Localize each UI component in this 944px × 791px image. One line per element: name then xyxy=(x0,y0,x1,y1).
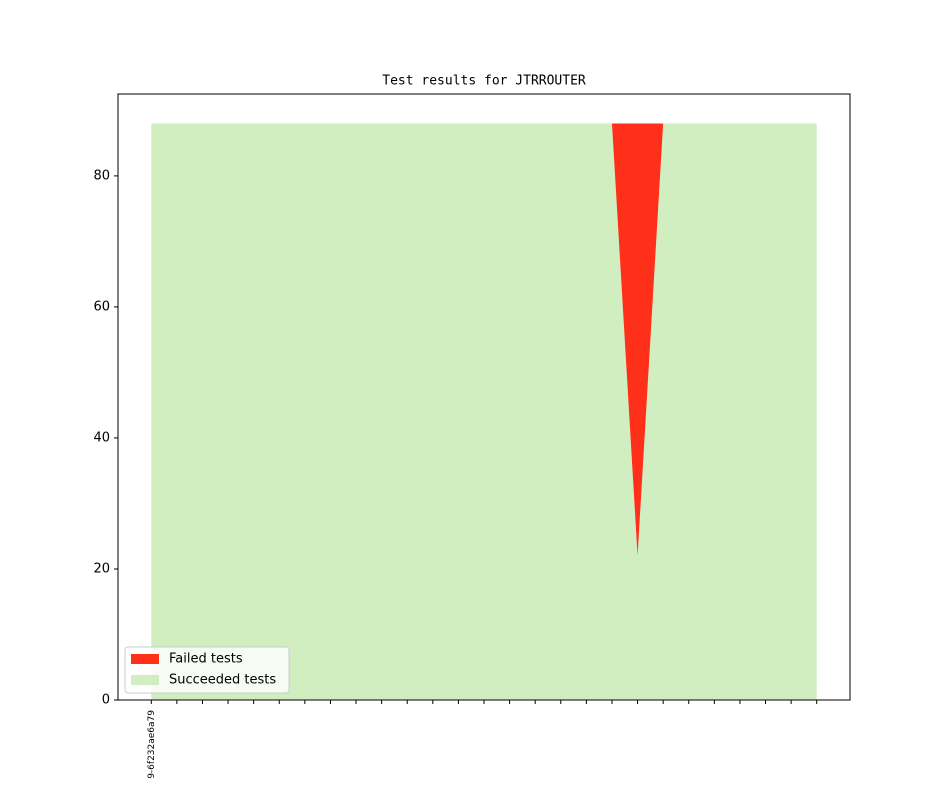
chart-title: Test results for JTRROUTER xyxy=(382,74,586,89)
legend-swatch xyxy=(131,675,159,685)
y-tick-label: 20 xyxy=(93,561,110,576)
legend-frame xyxy=(124,646,290,694)
area xyxy=(151,123,817,556)
legend-label: Failed tests xyxy=(169,652,243,667)
y-tick-label: 60 xyxy=(93,299,110,314)
legend: Failed tests Succeeded tests xyxy=(124,646,290,694)
legend-label: Succeeded tests xyxy=(169,673,276,688)
y-tick-label: 0 xyxy=(102,693,110,708)
y-tick-label: 80 xyxy=(93,168,110,183)
x-tick-label: 9-6f232ae6a79 xyxy=(147,710,157,779)
y-tick-label: 40 xyxy=(93,430,110,445)
legend-swatch xyxy=(131,654,159,664)
area xyxy=(151,123,817,700)
